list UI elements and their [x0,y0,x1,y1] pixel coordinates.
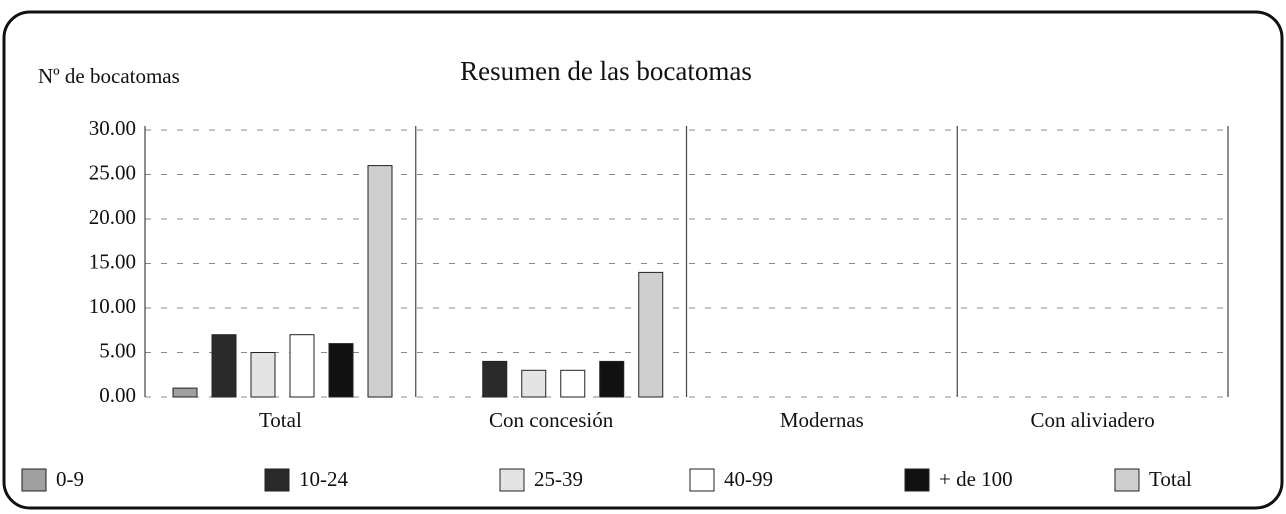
legend-swatch [21,468,47,492]
legend-label: 10-24 [299,467,348,491]
legend-swatch [499,468,525,492]
legend-swatch [264,468,290,492]
x-tick-label: Total [259,408,302,432]
legend-label: Total [1149,467,1192,491]
legend-swatch [689,468,715,492]
bar [211,334,237,398]
y-axis-label: Nº de bocatomas [38,64,180,88]
x-tick-label: Modernas [780,408,864,432]
bar [560,369,586,398]
legend-label: 0-9 [56,467,84,491]
bar [367,165,393,398]
x-tick-label: Con aliviadero [1031,408,1155,432]
y-tick-label: 30.00 [89,116,136,140]
bar [289,334,315,398]
bar [328,343,354,398]
legend-label: + de 100 [939,467,1013,491]
y-tick-label: 20.00 [89,205,136,229]
legend-label: 40-99 [724,467,773,491]
bar [250,352,276,398]
bar [521,369,547,398]
y-tick-label: 10.00 [89,294,136,318]
chart-title: Resumen de las bocatomas [460,56,752,86]
frame [2,10,1284,510]
legend-swatch [1114,468,1140,492]
legend-label: 25-39 [534,467,583,491]
bar [638,271,664,398]
bar [482,360,508,398]
bar [599,360,625,398]
y-tick-label: 15.00 [89,249,136,273]
bar [172,387,198,398]
y-tick-label: 5.00 [99,338,136,362]
legend-swatch [904,468,930,492]
x-tick-label: Con concesión [489,408,614,432]
y-tick-label: 0.00 [99,383,136,407]
y-tick-label: 25.00 [89,160,136,184]
